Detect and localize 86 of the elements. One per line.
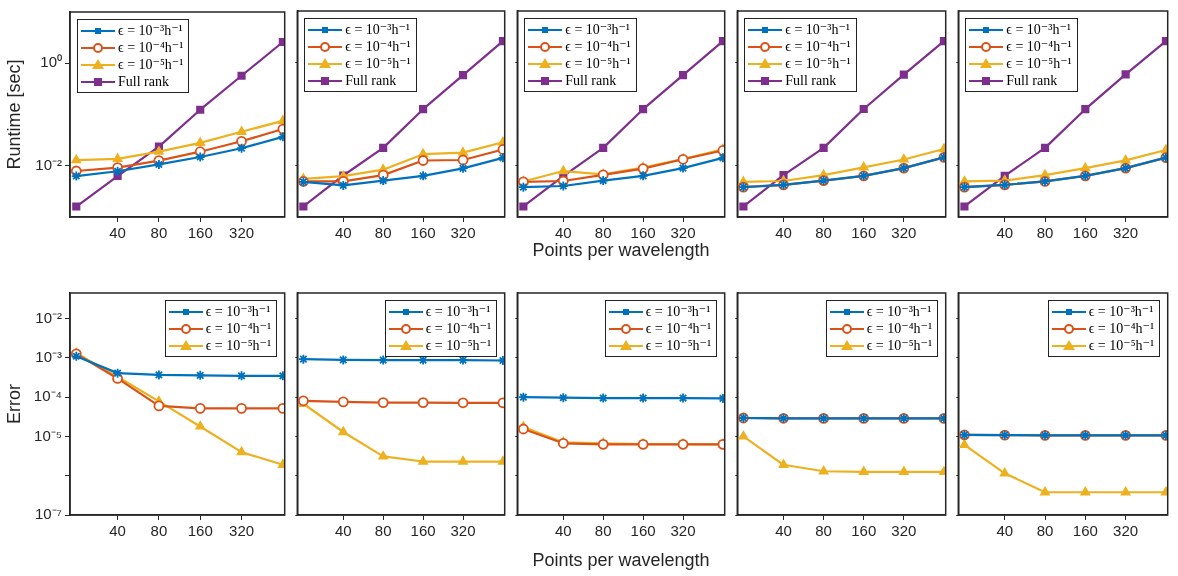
y-tick-label: 10⁻⁷ <box>34 505 62 523</box>
y-axis-title: Error <box>3 384 24 424</box>
x-tick-label: 320 <box>1113 224 1139 242</box>
x-tick-label: 320 <box>891 224 917 242</box>
x-tick-label: 160 <box>187 224 213 242</box>
x-tick-label: 160 <box>1072 522 1098 540</box>
x-tick-label: 80 <box>815 522 832 540</box>
legend-label: ϵ = 10⁻⁵h⁻¹ <box>118 56 184 73</box>
x-tick-label: 160 <box>630 224 656 242</box>
y-tick-label: 10⁻² <box>35 308 62 326</box>
x-tick-label: 160 <box>851 224 877 242</box>
x-tick-label: 80 <box>374 522 392 540</box>
legend-label: ϵ = 10⁻⁵h⁻¹ <box>645 337 712 354</box>
x-tick-label: 320 <box>450 224 476 242</box>
legend-label: ϵ = 10⁻⁵h⁻¹ <box>425 337 492 354</box>
y-tick-label: 10⁻⁵ <box>34 426 62 444</box>
x-tick-label: 160 <box>410 224 436 242</box>
x-tick-label: 40 <box>775 522 792 540</box>
legend-label: ϵ = 10⁻³h⁻¹ <box>345 21 411 38</box>
y-tick-label: 10⁻² <box>35 155 62 173</box>
legend-label: Full rank <box>565 72 617 89</box>
legend-label: Full rank <box>345 72 397 89</box>
legend-label: ϵ = 10⁻⁵h⁻¹ <box>785 55 851 72</box>
x-tick-label: 40 <box>554 224 572 242</box>
x-tick-label: 320 <box>229 224 255 242</box>
legend-label: ϵ = 10⁻³h⁻¹ <box>866 303 932 320</box>
legend-label: ϵ = 10⁻³h⁻¹ <box>785 21 851 38</box>
x-tick-label: 80 <box>815 224 832 242</box>
x-tick-label: 160 <box>1072 224 1098 242</box>
x-tick-label: 80 <box>150 522 168 540</box>
y-axis-title: Runtime [sec] <box>3 59 24 170</box>
legend-label: ϵ = 10⁻⁵h⁻¹ <box>1006 55 1072 72</box>
x-tick-label: 80 <box>1036 224 1054 242</box>
x-tick-label: 160 <box>410 522 436 540</box>
x-tick-label: 40 <box>109 224 126 242</box>
y-tick-label: 10⁻³ <box>35 348 62 366</box>
x-tick-label: 80 <box>150 224 168 242</box>
legend-label: ϵ = 10⁻³h⁻¹ <box>565 21 631 38</box>
legend-label: ϵ = 10⁻⁴h⁻¹ <box>345 38 411 55</box>
legend-label: ϵ = 10⁻³h⁻¹ <box>1088 303 1154 320</box>
legend-label: ϵ = 10⁻⁵h⁻¹ <box>1088 337 1155 354</box>
x-tick-label: 320 <box>891 522 917 540</box>
x-tick-label: 40 <box>996 522 1014 540</box>
x-axis-title: Points per wavelength <box>532 550 710 571</box>
y-tick-label: 10⁰ <box>40 53 62 71</box>
legend-label: Full rank <box>1006 72 1058 89</box>
legend-label: ϵ = 10⁻⁵h⁻¹ <box>866 337 933 354</box>
legend-label: ϵ = 10⁻⁵h⁻¹ <box>345 55 411 72</box>
x-tick-label: 40 <box>334 224 352 242</box>
x-tick-label: 80 <box>594 224 612 242</box>
x-tick-label: 80 <box>1036 522 1054 540</box>
legend-label: ϵ = 10⁻⁴h⁻¹ <box>785 38 851 55</box>
legend-label: Full rank <box>785 72 837 89</box>
y-tick-label: 10⁻⁴ <box>33 387 62 405</box>
legend-label: ϵ = 10⁻⁵h⁻¹ <box>565 55 631 72</box>
x-tick-label: 40 <box>775 224 792 242</box>
legend-label: ϵ = 10⁻⁴h⁻¹ <box>1006 38 1072 55</box>
legend-label: ϵ = 10⁻⁴h⁻¹ <box>118 39 184 56</box>
x-tick-label: 160 <box>851 522 877 540</box>
x-tick-label: 40 <box>109 522 126 540</box>
legend-label: ϵ = 10⁻⁴h⁻¹ <box>565 38 631 55</box>
x-tick-label: 160 <box>187 522 213 540</box>
legend-label: ϵ = 10⁻⁴h⁻¹ <box>425 320 492 337</box>
x-axis-title: Points per wavelength <box>532 240 710 261</box>
x-tick-label: 320 <box>670 522 696 540</box>
legend-label: ϵ = 10⁻⁴h⁻¹ <box>645 320 712 337</box>
legend-label: Full rank <box>118 73 169 90</box>
legend-label: ϵ = 10⁻³h⁻¹ <box>205 303 271 320</box>
legend-label: ϵ = 10⁻⁴h⁻¹ <box>866 320 933 337</box>
legend-label: ϵ = 10⁻⁵h⁻¹ <box>205 337 272 354</box>
x-tick-label: 80 <box>594 522 612 540</box>
legend-label: ϵ = 10⁻³h⁻¹ <box>118 22 183 39</box>
x-tick-label: 160 <box>630 522 656 540</box>
legend-label: ϵ = 10⁻⁴h⁻¹ <box>205 320 272 337</box>
legend-label: ϵ = 10⁻³h⁻¹ <box>645 303 711 320</box>
x-tick-label: 320 <box>1113 522 1139 540</box>
legend-label: ϵ = 10⁻³h⁻¹ <box>425 303 491 320</box>
x-tick-label: 40 <box>334 522 352 540</box>
x-tick-label: 320 <box>450 522 476 540</box>
legend-label: ϵ = 10⁻⁴h⁻¹ <box>1088 320 1155 337</box>
x-tick-label: 40 <box>996 224 1014 242</box>
x-tick-label: 40 <box>554 522 572 540</box>
legend-label: ϵ = 10⁻³h⁻¹ <box>1006 21 1072 38</box>
x-tick-label: 320 <box>229 522 255 540</box>
x-tick-label: 80 <box>374 224 392 242</box>
x-tick-label: 320 <box>670 224 696 242</box>
